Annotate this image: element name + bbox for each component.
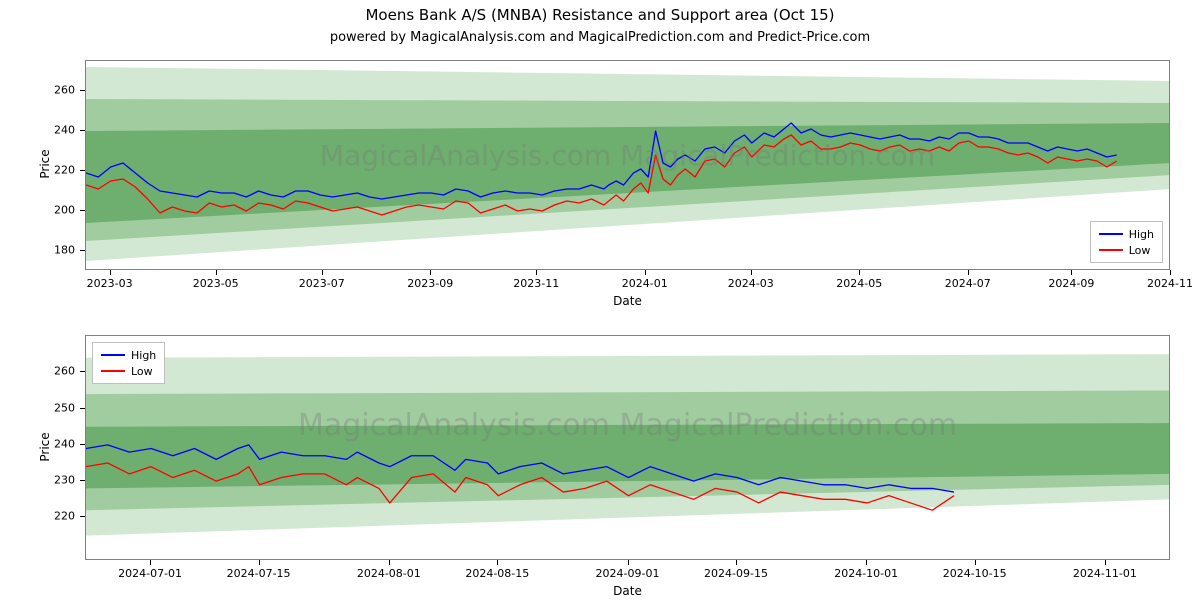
legend-label-low: Low xyxy=(131,365,153,378)
y-tick xyxy=(80,480,85,481)
legend-swatch-low xyxy=(1099,249,1123,251)
bottom-x-axis-label: Date xyxy=(85,584,1170,598)
x-tick-label: 2023-05 xyxy=(193,277,239,290)
x-tick-label: 2024-07-01 xyxy=(118,567,182,580)
x-tick xyxy=(322,270,323,275)
bottom-chart-svg xyxy=(86,336,1169,559)
x-tick-label: 2024-09 xyxy=(1048,277,1094,290)
y-tick-label: 240 xyxy=(45,437,75,450)
x-tick xyxy=(645,270,646,275)
y-tick-label: 230 xyxy=(45,474,75,487)
x-tick xyxy=(389,560,390,565)
x-tick-label: 2024-11-01 xyxy=(1073,567,1137,580)
chart-subtitle: powered by MagicalAnalysis.com and Magic… xyxy=(0,30,1200,45)
x-tick xyxy=(1071,270,1072,275)
figure: Moens Bank A/S (MNBA) Resistance and Sup… xyxy=(0,0,1200,600)
x-tick-label: 2024-09-01 xyxy=(596,567,660,580)
x-tick xyxy=(536,270,537,275)
chart-title: Moens Bank A/S (MNBA) Resistance and Sup… xyxy=(0,6,1200,24)
y-tick xyxy=(80,170,85,171)
legend-item-low: Low xyxy=(1099,242,1154,258)
x-tick-label: 2024-01 xyxy=(622,277,668,290)
y-tick-label: 180 xyxy=(45,244,75,257)
y-tick-label: 260 xyxy=(45,84,75,97)
y-tick-label: 260 xyxy=(45,365,75,378)
x-tick xyxy=(751,270,752,275)
x-tick xyxy=(150,560,151,565)
legend-swatch-high xyxy=(101,354,125,356)
legend-swatch-low xyxy=(101,370,125,372)
x-tick xyxy=(866,560,867,565)
x-tick xyxy=(1170,270,1171,275)
y-tick xyxy=(80,371,85,372)
y-tick-label: 220 xyxy=(45,510,75,523)
y-tick xyxy=(80,250,85,251)
x-tick-label: 2024-08-15 xyxy=(465,567,529,580)
legend-item-high: High xyxy=(101,347,156,363)
y-tick xyxy=(80,444,85,445)
y-tick xyxy=(80,408,85,409)
top-chart-svg xyxy=(86,61,1169,269)
legend-label-high: High xyxy=(1129,228,1154,241)
x-tick xyxy=(975,560,976,565)
y-tick-label: 200 xyxy=(45,204,75,217)
x-tick-label: 2024-10-01 xyxy=(834,567,898,580)
x-tick xyxy=(497,560,498,565)
x-tick-label: 2024-07 xyxy=(945,277,991,290)
x-tick-label: 2024-07-15 xyxy=(227,567,291,580)
x-tick-label: 2024-11 xyxy=(1147,277,1193,290)
x-tick xyxy=(968,270,969,275)
y-tick xyxy=(80,210,85,211)
top-x-axis-label: Date xyxy=(85,294,1170,308)
legend-label-low: Low xyxy=(1129,244,1151,257)
x-tick-label: 2024-10-15 xyxy=(943,567,1007,580)
x-tick xyxy=(736,560,737,565)
y-tick xyxy=(80,130,85,131)
y-tick xyxy=(80,516,85,517)
legend-label-high: High xyxy=(131,349,156,362)
bottom-plot-area: MagicalAnalysis.com MagicalPrediction.co… xyxy=(86,336,1169,559)
x-tick-label: 2023-03 xyxy=(87,277,133,290)
x-tick-label: 2024-08-01 xyxy=(357,567,421,580)
x-tick-label: 2023-09 xyxy=(407,277,453,290)
x-tick xyxy=(430,270,431,275)
x-tick xyxy=(110,270,111,275)
x-tick-label: 2024-09-15 xyxy=(704,567,768,580)
x-tick xyxy=(216,270,217,275)
legend-item-high: High xyxy=(1099,226,1154,242)
y-tick-label: 250 xyxy=(45,401,75,414)
x-tick xyxy=(628,560,629,565)
top-chart: MagicalAnalysis.com MagicalPrediction.co… xyxy=(85,60,1170,270)
x-tick-label: 2023-11 xyxy=(513,277,559,290)
x-tick xyxy=(259,560,260,565)
x-tick-label: 2024-05 xyxy=(836,277,882,290)
bottom-legend: High Low xyxy=(92,342,165,384)
top-legend: High Low xyxy=(1090,221,1163,263)
y-tick-label: 220 xyxy=(45,164,75,177)
x-tick xyxy=(859,270,860,275)
legend-item-low: Low xyxy=(101,363,156,379)
y-tick-label: 240 xyxy=(45,124,75,137)
x-tick-label: 2024-03 xyxy=(728,277,774,290)
x-tick-label: 2023-07 xyxy=(299,277,345,290)
top-plot-area: MagicalAnalysis.com MagicalPrediction.co… xyxy=(86,61,1169,269)
x-tick xyxy=(1105,560,1106,565)
y-tick xyxy=(80,90,85,91)
bottom-chart: MagicalAnalysis.com MagicalPrediction.co… xyxy=(85,335,1170,560)
legend-swatch-high xyxy=(1099,233,1123,235)
